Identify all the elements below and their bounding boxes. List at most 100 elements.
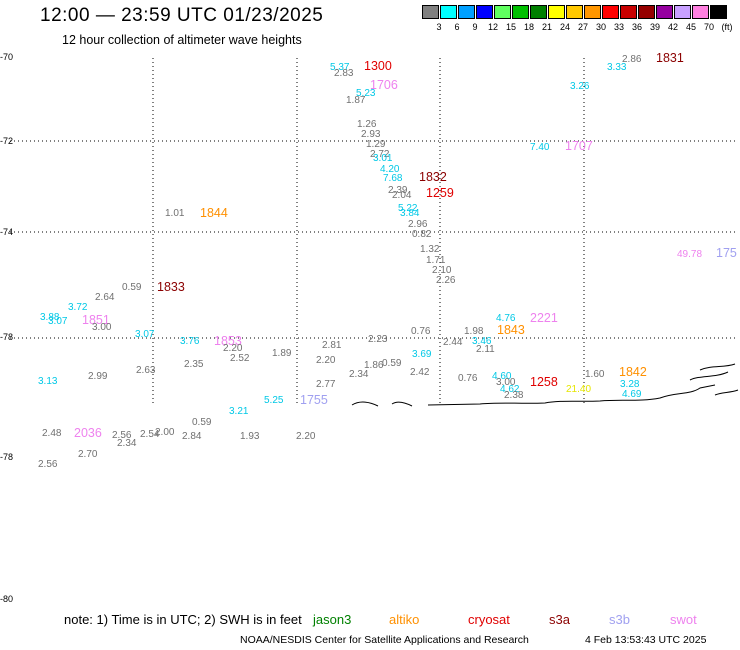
wave-height-value: 1.93 xyxy=(240,431,260,442)
wave-height-value: 3.00 xyxy=(496,377,516,388)
wave-height-value: 4.76 xyxy=(496,313,516,324)
pass-time-label: 1853 xyxy=(214,334,242,348)
color-scale-label: (ft) xyxy=(721,22,733,32)
wave-height-value: 4.62 xyxy=(500,384,520,395)
color-scale-swatch xyxy=(638,5,655,19)
wave-height-value: 3.07 xyxy=(135,329,155,340)
longitude-label: -156 xyxy=(428,609,446,610)
color-scale-label: 42 xyxy=(667,22,678,32)
wave-height-value: 0.59 xyxy=(382,358,402,369)
pass-time-label: 175 xyxy=(716,246,737,260)
color-scale-swatch xyxy=(494,5,511,19)
latitude-label: -78 xyxy=(0,332,13,342)
pass-time-label: 1842 xyxy=(619,365,647,379)
color-scale-label: 70 xyxy=(703,22,714,32)
map-grid xyxy=(10,58,738,405)
color-scale-label: 39 xyxy=(649,22,660,32)
pass-time-label: 1755 xyxy=(300,393,328,407)
wave-height-value: 2.11 xyxy=(476,344,495,355)
wave-height-value: 2.99 xyxy=(88,371,108,382)
color-scale-swatch xyxy=(458,5,475,19)
wave-height-value: 21.40 xyxy=(566,384,591,395)
color-scale-label: 15 xyxy=(505,22,516,32)
color-scale-label: 18 xyxy=(523,22,534,32)
color-scale-label: 30 xyxy=(595,22,606,32)
wave-height-points: 5.37 1300 2.86 1831 3.33 2.83 1706 3.26 5.231.87… xyxy=(38,51,737,470)
wave-height-value: 1.26 xyxy=(357,119,377,130)
wave-height-value: 0.76 xyxy=(458,373,478,384)
pass-time-label: 1706 xyxy=(370,78,398,92)
legend-item-s3b: s3b xyxy=(609,612,630,627)
wave-height-value: 2.20 xyxy=(296,431,316,442)
wave-height-value: 1.29 xyxy=(366,139,386,150)
wave-height-value: 0.82 xyxy=(412,229,432,240)
color-scale-swatch xyxy=(620,5,637,19)
wave-height-value: 0.76 xyxy=(411,326,431,337)
wave-height-value: 0.59 xyxy=(192,417,212,428)
color-scale-label: 21 xyxy=(541,22,552,32)
wave-height-value: 3.26 xyxy=(570,81,590,92)
wave-height-value: 3.00 xyxy=(92,322,112,333)
wave-height-value: 7.40 xyxy=(530,142,550,153)
latitude-label: -80 xyxy=(0,594,13,604)
wave-height-value: 5.23 xyxy=(356,88,376,99)
wave-height-value: 2.52 xyxy=(230,353,250,364)
color-scale-swatch xyxy=(692,5,709,19)
legend-item-cryosat: cryosat xyxy=(468,612,510,627)
wave-height-value: 2.00 xyxy=(155,427,175,438)
pass-time-label: 2036 xyxy=(74,426,102,440)
wave-height-value: 3.76 xyxy=(180,336,200,347)
color-scale-swatch xyxy=(548,5,565,19)
legend-item-jason3: jason3 xyxy=(313,612,352,627)
color-scale-swatch xyxy=(656,5,673,19)
wave-height-value: 2.93 xyxy=(361,129,381,140)
wave-height-value: 2.23 xyxy=(368,334,388,345)
wave-height-value: 2.20 xyxy=(316,355,336,366)
wave-height-value: 2.04 xyxy=(392,190,412,201)
color-scale-label: 33 xyxy=(613,22,624,32)
latitude-label: -74 xyxy=(0,227,13,237)
credit-line: NOAA/NESDIS Center for Satellite Applica… xyxy=(240,634,529,646)
wave-height-value: 2.35 xyxy=(184,359,204,370)
wave-height-value: 4.69 xyxy=(622,389,642,400)
wave-height-value: 3.84 xyxy=(400,208,420,219)
color-scale-swatch xyxy=(584,5,601,19)
latitude-label: -72 xyxy=(0,136,13,146)
color-scale-swatch xyxy=(674,5,691,19)
wave-height-value: 2.34 xyxy=(117,438,137,449)
wave-height-value: 5.37 xyxy=(330,62,350,73)
longitude-label: -159 xyxy=(285,609,303,610)
pass-time-label: 2221 xyxy=(530,311,558,325)
wave-height-value: 3.69 xyxy=(412,349,432,360)
wave-height-value: 3.13 xyxy=(38,376,58,387)
color-scale-swatch xyxy=(710,5,727,19)
wave-height-value: 3.46 xyxy=(472,336,492,347)
wave-height-value: 2.20 xyxy=(223,343,243,354)
color-scale-label: 36 xyxy=(631,22,642,32)
wave-height-value: 5.22 xyxy=(398,203,418,214)
wave-height-value: 2.56 xyxy=(38,459,58,470)
pass-time-label: 1833 xyxy=(157,280,185,294)
wave-height-value: 2.38 xyxy=(504,390,524,401)
pass-time-label: 1707 xyxy=(565,139,593,153)
wave-height-value: 2.63 xyxy=(136,365,156,376)
wave-height-value: 2.84 xyxy=(182,431,202,442)
wave-height-value: 1.98 xyxy=(464,326,484,337)
wave-height-value: 2.72 xyxy=(370,149,390,160)
color-scale-swatch xyxy=(440,5,457,19)
wave-height-value: 2.81 xyxy=(322,340,342,351)
generated-timestamp: 4 Feb 13:53:43 UTC 2025 xyxy=(585,634,707,646)
wave-height-value: 4.20 xyxy=(380,164,400,175)
wave-height-value: 2.83 xyxy=(334,68,354,79)
wave-height-value: 2.39 xyxy=(388,185,408,196)
wave-height-value: 2.42 xyxy=(410,367,430,378)
wave-height-value: 2.64 xyxy=(95,292,115,303)
wave-height-value: 2.26 xyxy=(436,275,456,286)
latitude-label: -78 xyxy=(0,452,13,462)
map-title: 12:00 — 23:59 UTC 01/23/2025 xyxy=(40,5,324,26)
wave-height-value: 2.86 xyxy=(622,54,642,65)
wave-height-value: 2.10 xyxy=(432,265,452,276)
wave-height-value: 1.32 xyxy=(420,244,440,255)
color-scale-swatch xyxy=(512,5,529,19)
color-scale-swatch xyxy=(476,5,493,19)
